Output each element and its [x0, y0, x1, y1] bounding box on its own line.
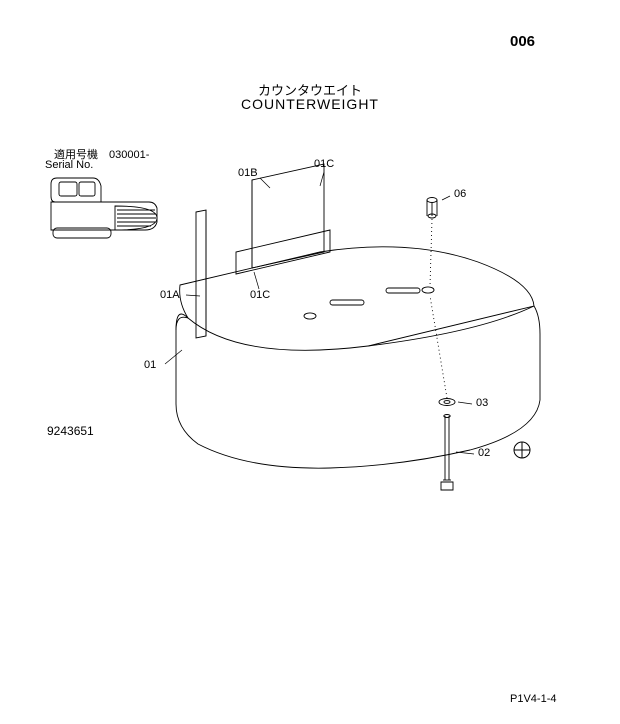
guideline-bolt [430, 296, 447, 398]
callout-03: 03 [476, 398, 488, 409]
callout-01: 01 [144, 360, 156, 371]
part-plug [427, 198, 437, 287]
part-panel-top-edge [236, 230, 330, 274]
part-washer [439, 399, 455, 406]
callout-02: 02 [478, 448, 490, 459]
callout-leaders [165, 172, 474, 454]
callout-01A: 01A [160, 290, 180, 301]
part-bolt [441, 415, 453, 491]
main-diagram-svg [0, 0, 620, 724]
assembly-mark-icon [514, 442, 530, 458]
callout-06: 06 [454, 189, 466, 200]
callout-01C-mid: 01C [250, 290, 270, 301]
part-bracket-left [196, 210, 206, 338]
part-panel-rear [252, 164, 324, 268]
callout-01C-top: 01C [314, 159, 334, 170]
callout-01B: 01B [238, 168, 258, 179]
part-counterweight-body [176, 247, 540, 468]
